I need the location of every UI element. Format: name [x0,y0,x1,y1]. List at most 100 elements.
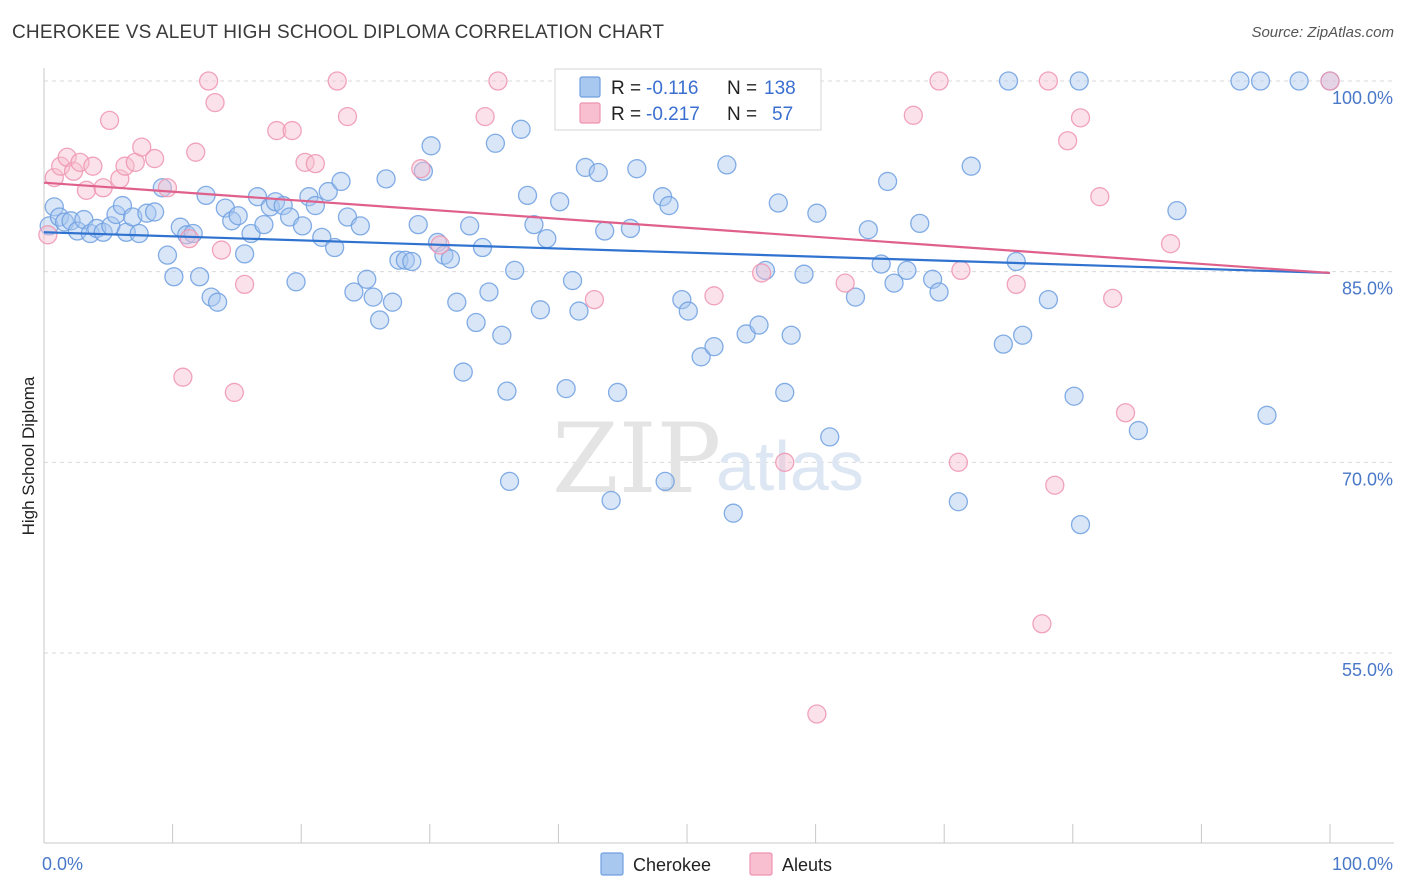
point-cherokee-85 [595,221,615,241]
trend-line-cherokee [43,231,1331,275]
point-aleut-15 [157,178,178,198]
point-cherokee-119 [993,334,1014,354]
tick-labels: 100.0% 85.0% 70.0% 55.0% 0.0% 100.0% [42,88,1393,874]
point-cherokee-66 [460,216,480,236]
point-cherokee-93 [672,289,692,310]
point-aleut-34 [584,289,605,310]
point-cherokee-58 [408,214,428,235]
point-cherokee-46 [331,171,351,192]
point-cherokee-52 [369,310,390,330]
point-cherokee-15 [129,223,149,244]
point-cherokee-37 [273,195,293,216]
point-aleut-44 [948,452,968,472]
point-cherokee-9 [93,222,113,242]
point-aleut-7 [83,156,103,176]
point-cherokee-117 [948,492,968,512]
point-cherokee-19 [157,245,178,265]
legend-label-aleut[interactable]: Aleuts [782,855,832,875]
stats-swatch-aleut [579,102,601,124]
point-cherokee-17 [144,202,165,222]
point-aleut-29 [337,106,358,127]
point-aleut-17 [179,228,199,249]
x-tick-label-1: 100.0% [1332,854,1393,874]
scatter-points [38,71,1340,724]
point-cherokee-95 [691,347,711,367]
point-cherokee-127 [1257,405,1277,425]
point-cherokee-125 [1128,420,1149,441]
point-aleut-47 [1032,614,1052,634]
point-aleut-21 [211,240,232,260]
point-cherokee-68 [472,237,493,258]
point-aleut-49 [1045,475,1065,495]
point-aleut-14 [144,148,165,169]
point-cherokee-72 [497,381,517,401]
point-cherokee-82 [569,301,589,321]
y-tick-label-2: 70.0% [1342,469,1393,489]
point-aleut-46 [1006,274,1026,295]
point-cherokee-45 [324,237,345,258]
point-cherokee-71 [492,325,512,345]
point-cherokee-97 [717,155,737,175]
trend-line-aleut [43,181,1331,275]
point-cherokee-84 [588,162,608,183]
point-cherokee-53 [376,169,396,189]
point-cherokee-63 [440,249,461,269]
point-aleut-37 [704,286,724,306]
legend-swatch-aleut[interactable] [749,852,773,876]
point-aleut-18 [186,142,206,162]
point-aleut-43 [929,71,949,91]
point-cherokee-69 [479,282,499,302]
point-cherokee-30 [228,206,248,226]
legend-swatch-cherokee[interactable] [600,852,624,876]
point-aleut-19 [198,71,219,91]
point-aleut-50 [1058,131,1078,151]
point-cherokee-118 [961,156,981,176]
point-cherokee-96 [704,337,724,357]
point-cherokee-49 [350,216,371,236]
point-cherokee-39 [286,272,306,292]
point-aleut-40 [807,704,827,724]
point-cherokee-126 [1167,201,1187,221]
point-cherokee-131 [1069,71,1089,91]
point-aleut-32 [475,106,495,127]
point-cherokee-16 [137,203,157,223]
point-aleut-48 [1038,71,1059,91]
point-cherokee-105 [794,264,814,284]
point-aleut-25 [282,120,302,141]
stats-r-value-aleut: -0.217 [646,104,700,125]
point-cherokee-109 [858,220,878,240]
point-cherokee-54 [382,292,403,312]
point-cherokee-130 [998,71,1019,91]
point-aleut-23 [234,274,255,295]
trend-lines [43,181,1331,275]
point-cherokee-79 [550,192,570,212]
point-cherokee-73 [505,260,525,281]
point-cherokee-124 [1070,514,1091,535]
watermark: ZIP atlas [552,403,864,515]
point-cherokee-123 [1064,386,1084,406]
stats-r-value-cherokee: -0.116 [646,78,698,99]
point-cherokee-103 [775,382,795,403]
axes [43,68,1394,844]
point-cherokee-108 [845,287,866,307]
point-aleut-24 [267,120,287,141]
point-cherokee-1 [44,197,64,217]
point-cherokee-102 [768,193,788,213]
legend-label-cherokee[interactable]: Cherokee [633,855,711,875]
point-cherokee-87 [607,382,628,403]
point-cherokee-128 [655,471,675,492]
stats-n-label-cherokee: N = [727,78,757,99]
point-aleut-28 [327,71,347,91]
point-cherokee-65 [453,362,473,382]
point-cherokee-89 [627,159,647,179]
point-aleut-33 [488,71,508,91]
point-cherokee-70 [485,133,506,153]
point-cherokee-24 [189,267,210,287]
x-tick-label-0: 0.0% [42,854,83,874]
point-cherokee-111 [877,171,898,192]
stats-swatch-cherokee [579,76,601,98]
point-cherokee-20 [164,267,184,287]
point-cherokee-56 [395,250,416,270]
point-aleut-51 [1070,108,1091,128]
point-cherokee-81 [562,270,583,291]
